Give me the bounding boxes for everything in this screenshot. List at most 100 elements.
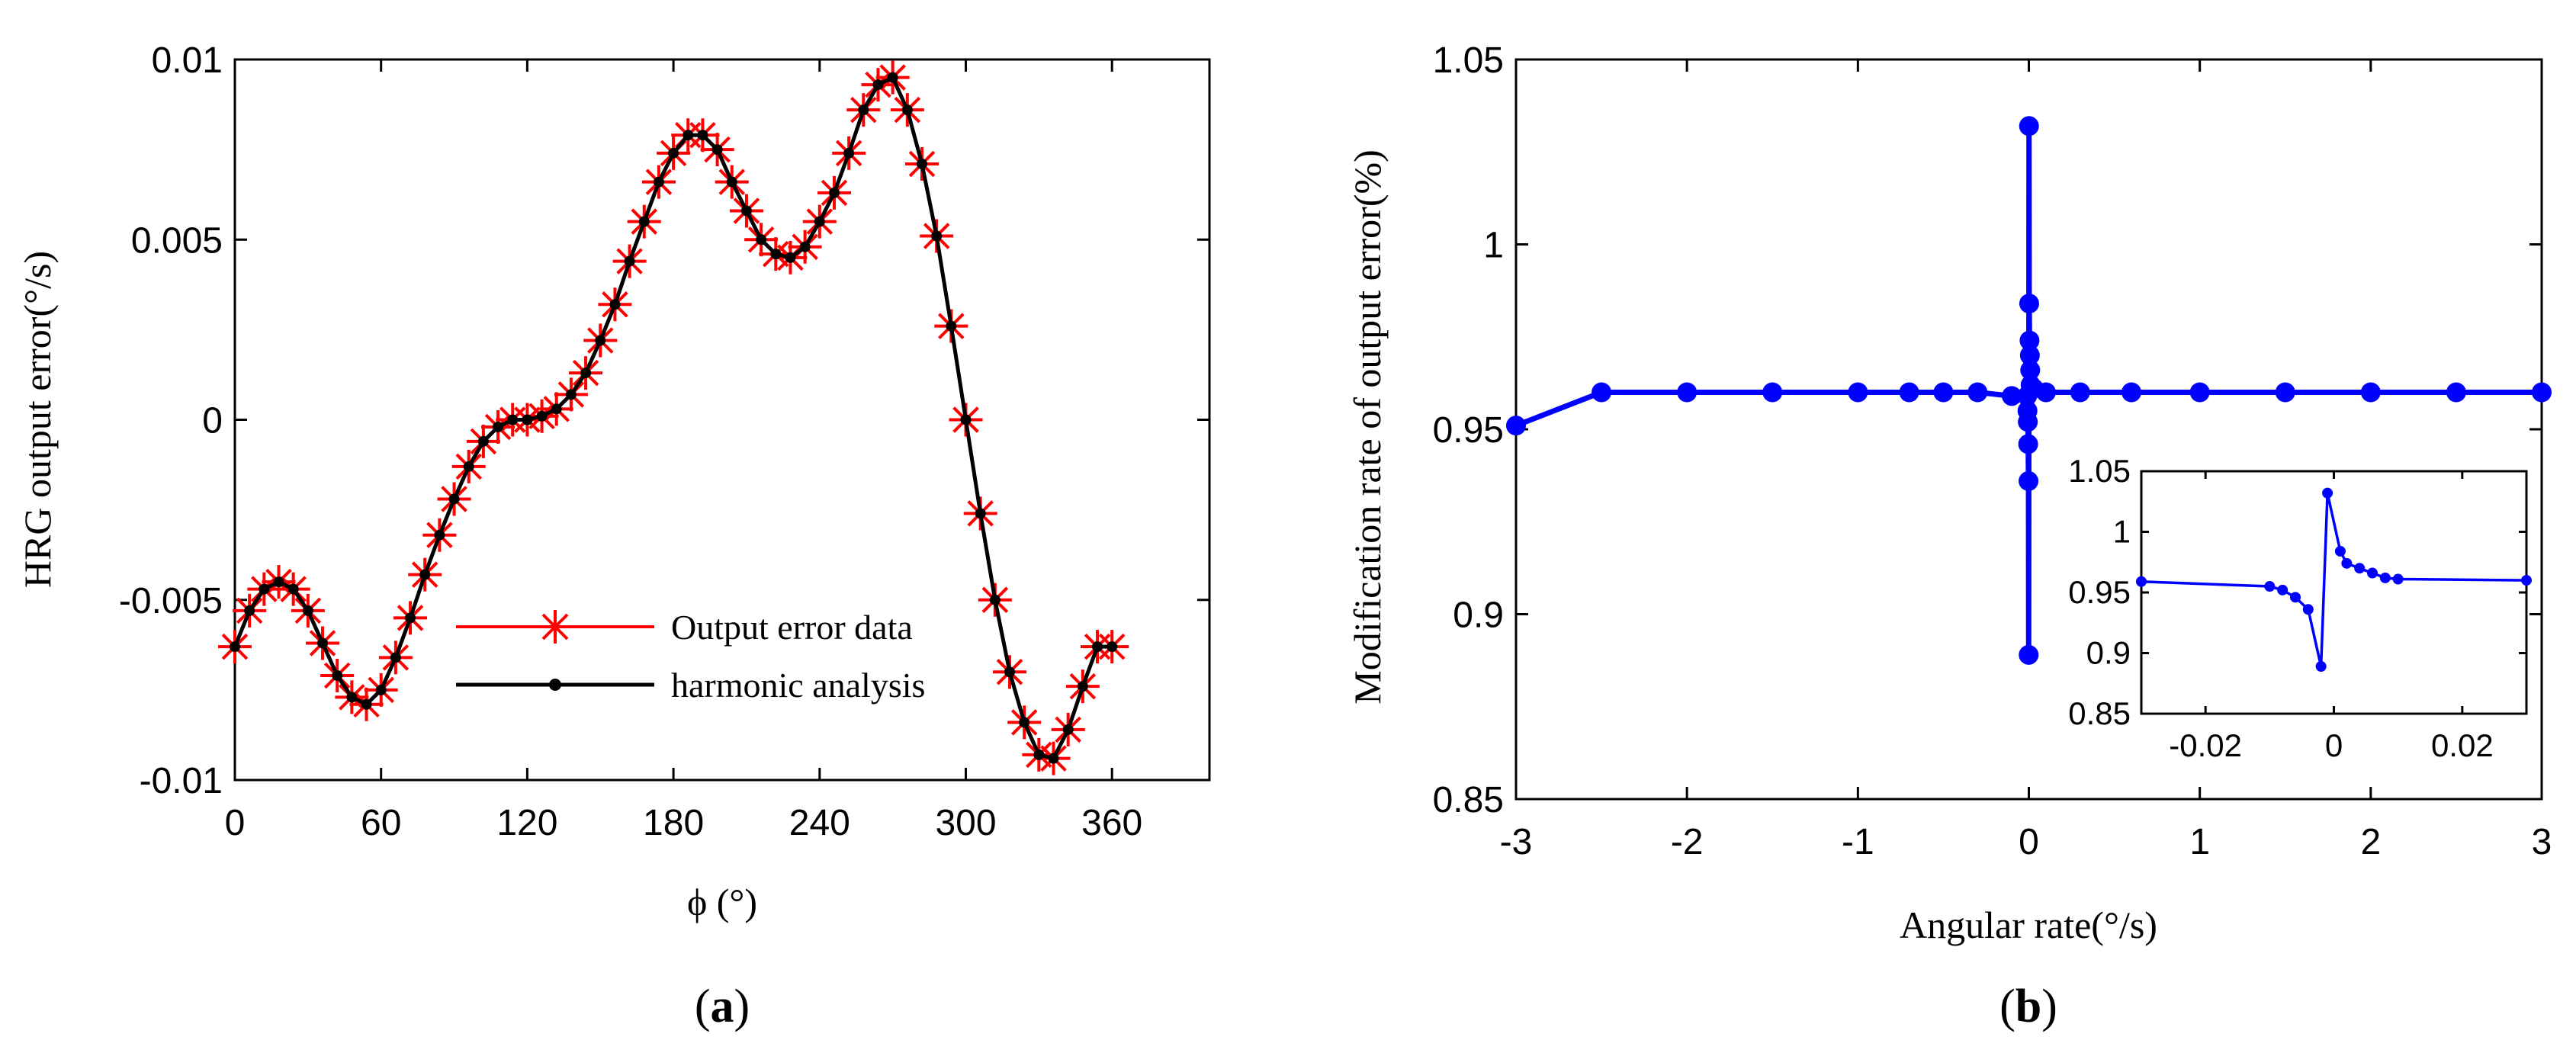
data-point-harmonic	[989, 594, 1001, 605]
x-tick-label: 300	[935, 803, 996, 843]
data-point-harmonic	[726, 176, 737, 188]
inset-plot-frame	[2140, 470, 2528, 715]
inset-data-point	[2521, 575, 2532, 586]
x-tick-label: 0	[2019, 822, 2039, 862]
data-point-harmonic	[711, 144, 723, 156]
data-point-harmonic	[697, 130, 708, 141]
data-point-modification-rate	[1899, 382, 1919, 403]
panel-a-x-axis-label: ϕ (°)	[687, 881, 757, 923]
data-point-harmonic	[770, 249, 782, 260]
x-tick-label: 60	[361, 803, 401, 843]
panel-b-caption-open: (	[1999, 981, 2016, 1032]
data-point-harmonic	[405, 612, 416, 624]
data-point-harmonic	[1092, 641, 1103, 653]
y-tick-label: 0.85	[1433, 780, 1504, 820]
inset-data-point	[2264, 581, 2276, 592]
inset-data-point	[2290, 592, 2301, 603]
data-point-harmonic	[346, 692, 358, 703]
data-point-harmonic	[799, 241, 811, 252]
inset-ticks	[2141, 470, 2526, 715]
x-tick-label: -3	[1500, 822, 1533, 862]
data-point-harmonic	[463, 461, 474, 472]
data-point-harmonic	[273, 576, 284, 588]
panel-b-caption-close: )	[2041, 981, 2057, 1032]
data-point-modification-rate	[2002, 386, 2022, 406]
legend-marker-asterisk-icon	[538, 610, 572, 644]
data-point-harmonic	[287, 583, 299, 595]
inset-data-point	[2315, 660, 2327, 672]
panel-b-y-tick-labels: 0.85 0.9 0.95 1 1.05	[1433, 40, 1504, 820]
data-point-harmonic	[595, 335, 606, 346]
panel-a-y-tick-labels: -0.01 -0.005 0 0.005 0.01	[119, 40, 223, 801]
data-point-harmonic	[1077, 681, 1088, 692]
panel-b-y-axis-label: Modification rate of output error(%)	[1346, 149, 1389, 705]
inset-series	[2136, 487, 2532, 672]
data-point-modification-rate	[2020, 360, 2041, 380]
x-tick-label: 0	[2325, 727, 2343, 763]
data-point-modification-rate	[1762, 382, 1783, 403]
data-point-modification-rate	[1506, 416, 1526, 436]
data-point-harmonic	[1062, 724, 1074, 735]
data-point-harmonic	[390, 652, 401, 663]
data-point-harmonic	[931, 230, 943, 242]
x-tick-label: 1	[2189, 822, 2210, 862]
panel-a-caption-open: (	[695, 981, 711, 1032]
y-tick-label: 1	[2113, 514, 2131, 550]
panel-b-x-tick-labels: -3 -2 -1 0 1 2 3	[1500, 822, 2552, 862]
data-point-harmonic	[332, 669, 343, 681]
panel-a-legend: Output error data harmonic analysis	[456, 608, 925, 705]
data-point-harmonic	[580, 368, 592, 379]
data-point-modification-rate	[2532, 382, 2552, 403]
data-point-harmonic	[507, 414, 519, 425]
panel-b-x-axis-label: Angular rate(°/s)	[1900, 904, 2157, 946]
panel-a-caption-close: )	[734, 981, 750, 1032]
y-tick-label: -0.01	[140, 761, 223, 801]
data-point-harmonic	[843, 147, 855, 159]
x-tick-label: 180	[643, 803, 704, 843]
data-point-harmonic	[259, 583, 270, 595]
inset-data-point	[2334, 545, 2346, 557]
data-point-harmonic	[609, 299, 621, 310]
data-point-harmonic	[756, 234, 767, 246]
data-point-harmonic	[785, 252, 796, 263]
y-tick-label: 1.05	[2068, 453, 2131, 489]
data-point-harmonic	[375, 684, 387, 695]
data-point-harmonic	[317, 637, 329, 649]
data-point-modification-rate	[2446, 382, 2466, 403]
data-point-harmonic	[1019, 717, 1030, 728]
data-point-harmonic	[638, 216, 650, 227]
inset-data-point	[2379, 572, 2391, 583]
panel-b-caption-letter: b	[2016, 981, 2041, 1032]
data-point-harmonic	[858, 104, 869, 116]
data-point-harmonic	[565, 389, 577, 400]
legend-label-harmonic-analysis: harmonic analysis	[671, 666, 925, 705]
panel-b-series	[1506, 116, 2552, 665]
y-tick-label: 1	[1483, 226, 1504, 266]
y-tick-label: 1.05	[1433, 40, 1504, 81]
data-point-harmonic	[477, 435, 489, 447]
data-point-harmonic	[946, 320, 957, 332]
data-point-harmonic	[624, 255, 635, 267]
data-point-harmonic	[419, 569, 431, 580]
data-point-harmonic	[361, 698, 372, 710]
y-tick-label: 0.95	[1433, 410, 1504, 451]
inset-data-point	[2322, 487, 2333, 499]
data-point-modification-rate	[2122, 382, 2141, 403]
data-point-harmonic	[872, 79, 884, 91]
data-point-harmonic	[536, 410, 548, 422]
data-point-modification-rate	[2019, 345, 2040, 365]
data-point-harmonic	[828, 187, 840, 198]
panel-b-chart: -3 -2 -1 0 1 2 3 0.85 0.9 0.95 1 1.05 -0.02 0 0.02 0…	[1346, 40, 2552, 1032]
data-point-modification-rate	[2019, 330, 2040, 351]
data-point-modification-rate	[2018, 434, 2038, 454]
data-point-harmonic	[814, 216, 825, 227]
panel-a-series	[218, 60, 1129, 775]
panel-a-chart: 0 60 120 180 240 300 360 -0.01 -0.005 0 0.005 0.01…	[16, 40, 1211, 1032]
inset-data-point	[2392, 573, 2404, 585]
data-point-modification-rate	[2035, 382, 2056, 403]
inset-data-point	[2367, 567, 2378, 579]
data-point-harmonic	[975, 508, 986, 519]
x-tick-label: -2	[1671, 822, 1704, 862]
y-tick-label: 0.85	[2068, 695, 2131, 731]
x-tick-label: 2	[2360, 822, 2381, 862]
